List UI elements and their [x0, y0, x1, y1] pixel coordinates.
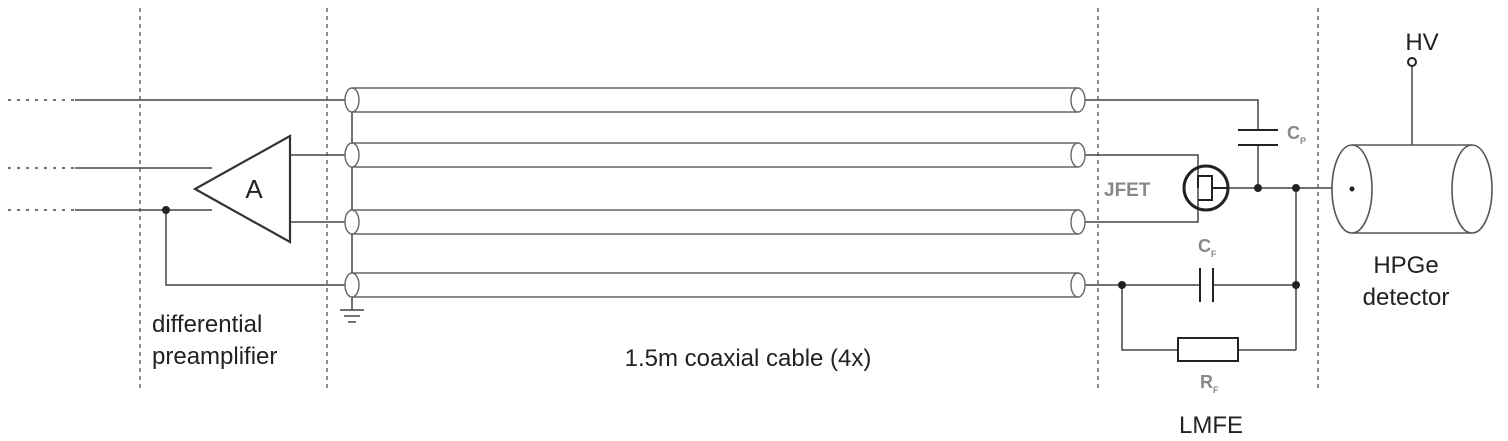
coaxial-cables [344, 87, 1086, 298]
amplifier-icon: A [192, 134, 292, 244]
coax-cable-4 [344, 272, 1086, 298]
input-leads [8, 99, 75, 211]
cf-label-main: C [1198, 236, 1211, 256]
detector-label-line1: HPGe [1373, 252, 1438, 279]
cf-label-sub: F [1211, 249, 1217, 259]
hv-label: HV [1405, 29, 1438, 56]
cp-label: CP [1287, 123, 1306, 146]
rf-resistor-icon [1177, 337, 1239, 362]
cf-capacitor-icon [1199, 268, 1214, 302]
preamp-label-line1: differential [152, 311, 262, 338]
preamp-label-line2: preamplifier [152, 343, 277, 370]
detector-label-line2: detector [1363, 284, 1450, 311]
ground-icon [340, 309, 364, 323]
lmfe-label: LMFE [1179, 412, 1243, 439]
detector-icon [1331, 144, 1493, 234]
coax-cable-3 [344, 209, 1086, 235]
cf-label: CF [1198, 236, 1217, 259]
cable-label: 1.5m coaxial cable (4x) [625, 345, 872, 372]
cp-capacitor-icon [1238, 129, 1278, 146]
wires [75, 66, 1413, 351]
jfet-icon [1182, 164, 1230, 212]
rf-label: RF [1200, 372, 1219, 395]
rf-label-main: R [1200, 372, 1213, 392]
coax-cable-1 [344, 87, 1086, 113]
junction-dots [162, 184, 1300, 289]
hv-terminal-icon [1407, 57, 1417, 67]
rf-label-sub: F [1213, 385, 1219, 395]
jfet-label: JFET [1104, 180, 1151, 201]
cp-label-main: C [1287, 123, 1300, 143]
coax-cable-2 [344, 142, 1086, 168]
cp-label-sub: P [1300, 136, 1306, 146]
amplifier-label: A [245, 174, 263, 204]
